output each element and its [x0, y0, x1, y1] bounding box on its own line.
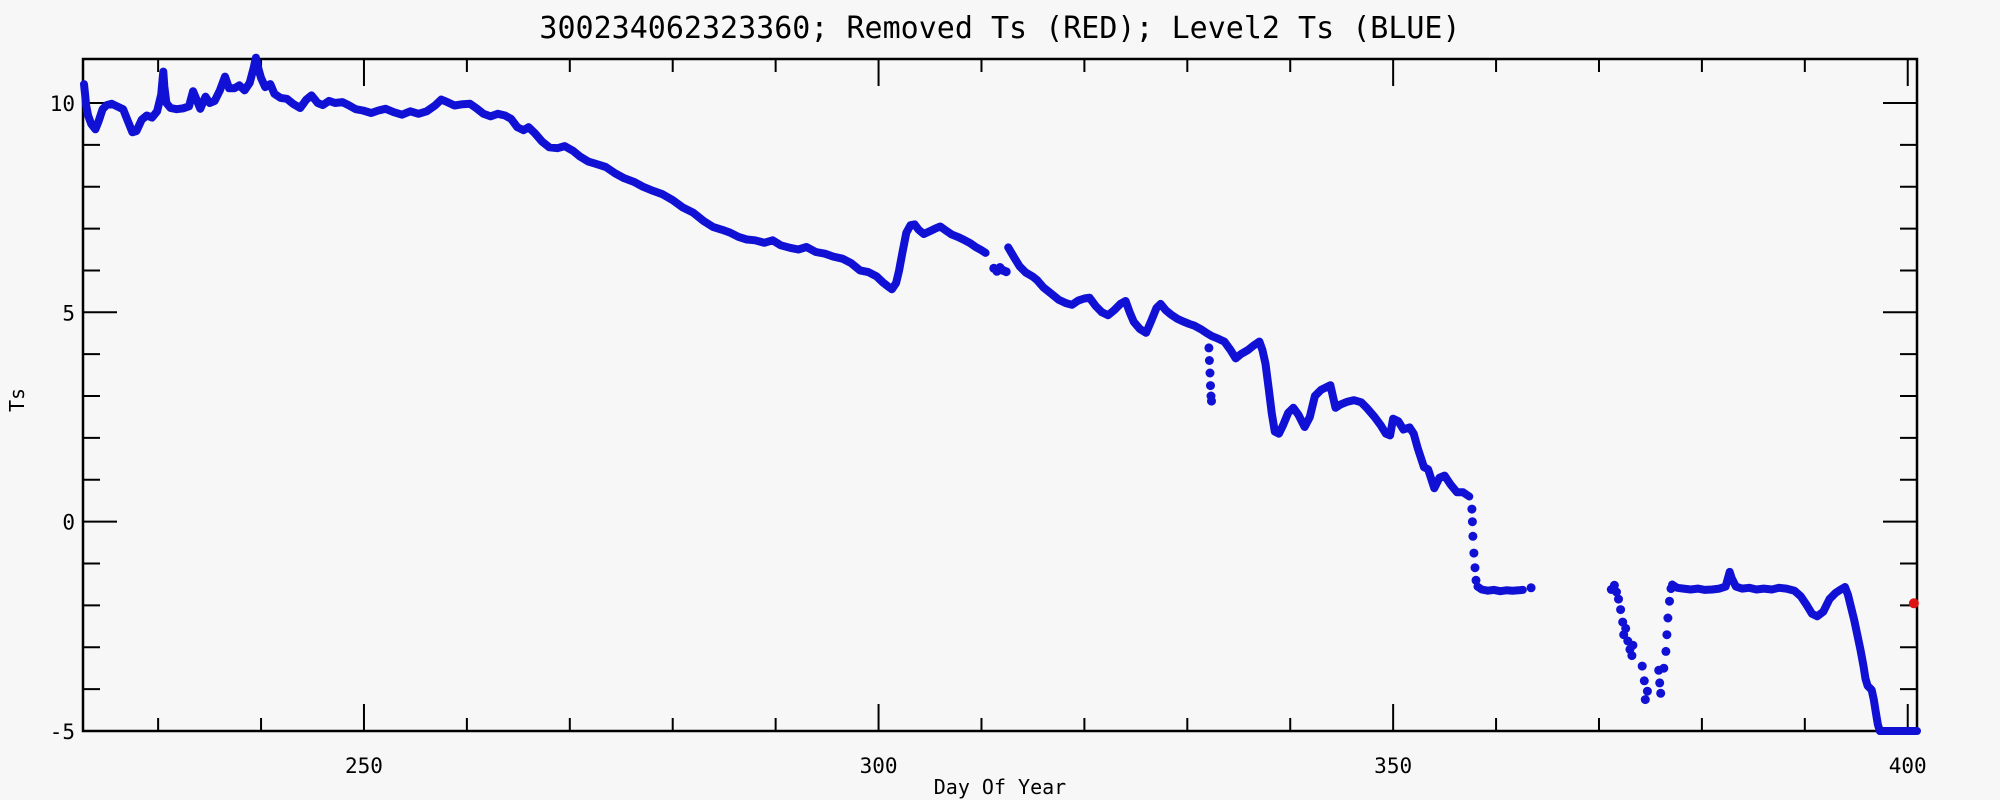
plot-box	[81, 57, 1919, 733]
y-tick-label: 5	[62, 301, 75, 325]
y-tick-label: -5	[50, 720, 75, 744]
x-tick-label: 300	[860, 754, 898, 778]
chart-title: 300234062323360; Removed Ts (RED); Level…	[539, 11, 1460, 46]
y-tick-label: 0	[62, 511, 75, 535]
y-axis-label: Ts	[5, 388, 29, 412]
axis-tick-labels: 250 300 350 400 -5 0 5 10	[50, 92, 1927, 778]
x-tick-label: 350	[1374, 754, 1412, 778]
removed-ts-series	[1908, 598, 1919, 609]
x-axis-label: Day Of Year	[934, 775, 1066, 799]
y-tick-label: 10	[50, 92, 75, 116]
axis-ticks	[83, 59, 1917, 732]
level2-ts-series	[80, 53, 1921, 735]
x-tick-label: 400	[1889, 754, 1927, 778]
x-tick-label: 250	[345, 754, 383, 778]
